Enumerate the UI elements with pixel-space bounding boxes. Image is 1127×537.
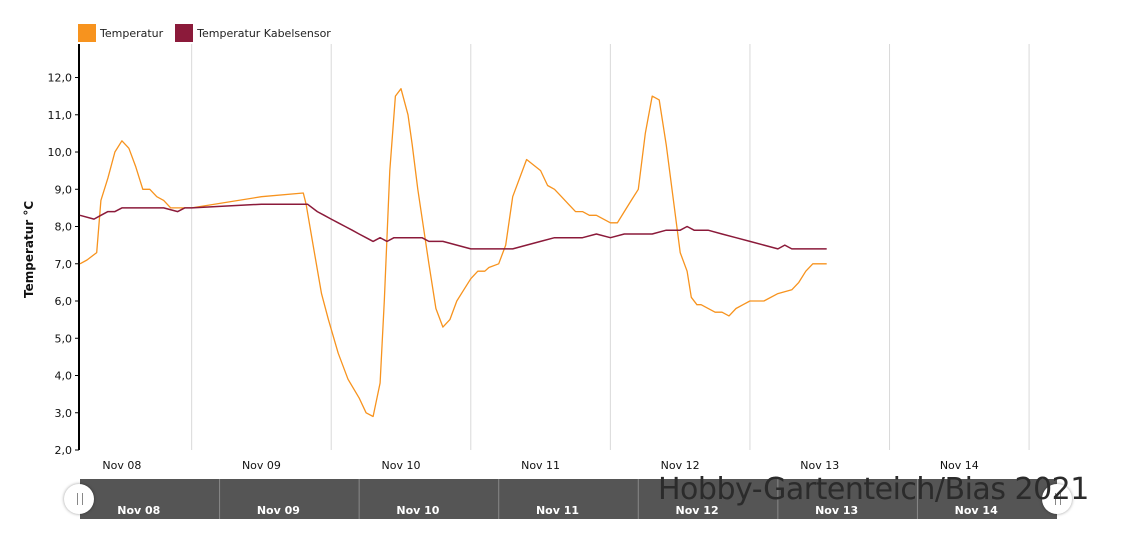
series-layer [79,88,827,418]
x-tick-label: Nov 08 [102,459,141,472]
navigator-label: Nov 11 [536,504,579,517]
y-tick-label: 11,0 [48,109,73,122]
y-tick-label: 4,0 [55,370,73,383]
y-axis-title: Temperatur °C [22,200,36,298]
legend-swatch-temperatur [78,24,96,42]
navigator-right-handle[interactable] [1042,484,1072,514]
y-tick-label: 3,0 [55,407,73,420]
x-tick-label: Nov 10 [382,459,421,472]
y-tick-label: 9,0 [55,183,73,196]
y-tick-label: 7,0 [55,258,73,271]
navigator-labels: Nov 08 Nov 09 Nov 10 Nov 11 Nov 12 Nov 13 Nov … [117,479,998,519]
navigator-label: Nov 14 [955,504,998,517]
series-line-kabelsensor[interactable] [79,203,827,250]
watermark-text: Hobby-Gartenteich/Bias 2021 [658,472,1089,507]
navigator-bar[interactable]: Nov 08 Nov 09 Nov 10 Nov 11 Nov 12 Nov 13 Nov … [80,479,1057,519]
navigator-label: Nov 09 [257,504,300,517]
navigator-label: Nov 10 [396,504,439,517]
navigator-label: Nov 08 [117,504,160,517]
navigator-label: Nov 12 [676,504,719,517]
legend-item-kabelsensor[interactable]: Temperatur Kabelsensor [175,24,331,42]
x-tick-label: Nov 13 [800,459,839,472]
x-tick-label: Nov 11 [521,459,560,472]
drag-handle-icon [1055,493,1061,505]
x-axis: Nov 08 Nov 09 Nov 10 Nov 11 Nov 12 Nov 13 Nov … [102,459,978,472]
y-tick-label: 12,0 [48,72,73,85]
y-tick-label: 2,0 [55,444,73,457]
legend-label-kabelsensor: Temperatur Kabelsensor [197,26,331,40]
y-tick-label: 6,0 [55,295,73,308]
x-tick-label: Nov 09 [242,459,281,472]
y-tick-label: 8,0 [55,221,73,234]
legend: Temperatur Temperatur Kabelsensor [78,24,331,42]
y-tick-label: 5,0 [55,332,73,345]
navigator-left-handle[interactable] [64,484,94,514]
navigator-label: Nov 13 [815,504,858,517]
legend-swatch-kabelsensor [175,24,194,42]
vertical-gridlines [191,44,1030,450]
series-line-temperatur[interactable] [79,88,827,418]
x-tick-label: Nov 14 [940,459,979,472]
legend-item-temperatur[interactable]: Temperatur [78,24,163,42]
x-tick-label: Nov 12 [661,459,700,472]
y-axis: 2,0 3,0 4,0 5,0 6,0 7,0 8,0 9,0 10,0 11,0 12,0 [48,44,80,457]
y-tick-label: 10,0 [48,146,73,159]
drag-handle-icon [77,493,83,505]
legend-label-temperatur: Temperatur [100,26,164,40]
